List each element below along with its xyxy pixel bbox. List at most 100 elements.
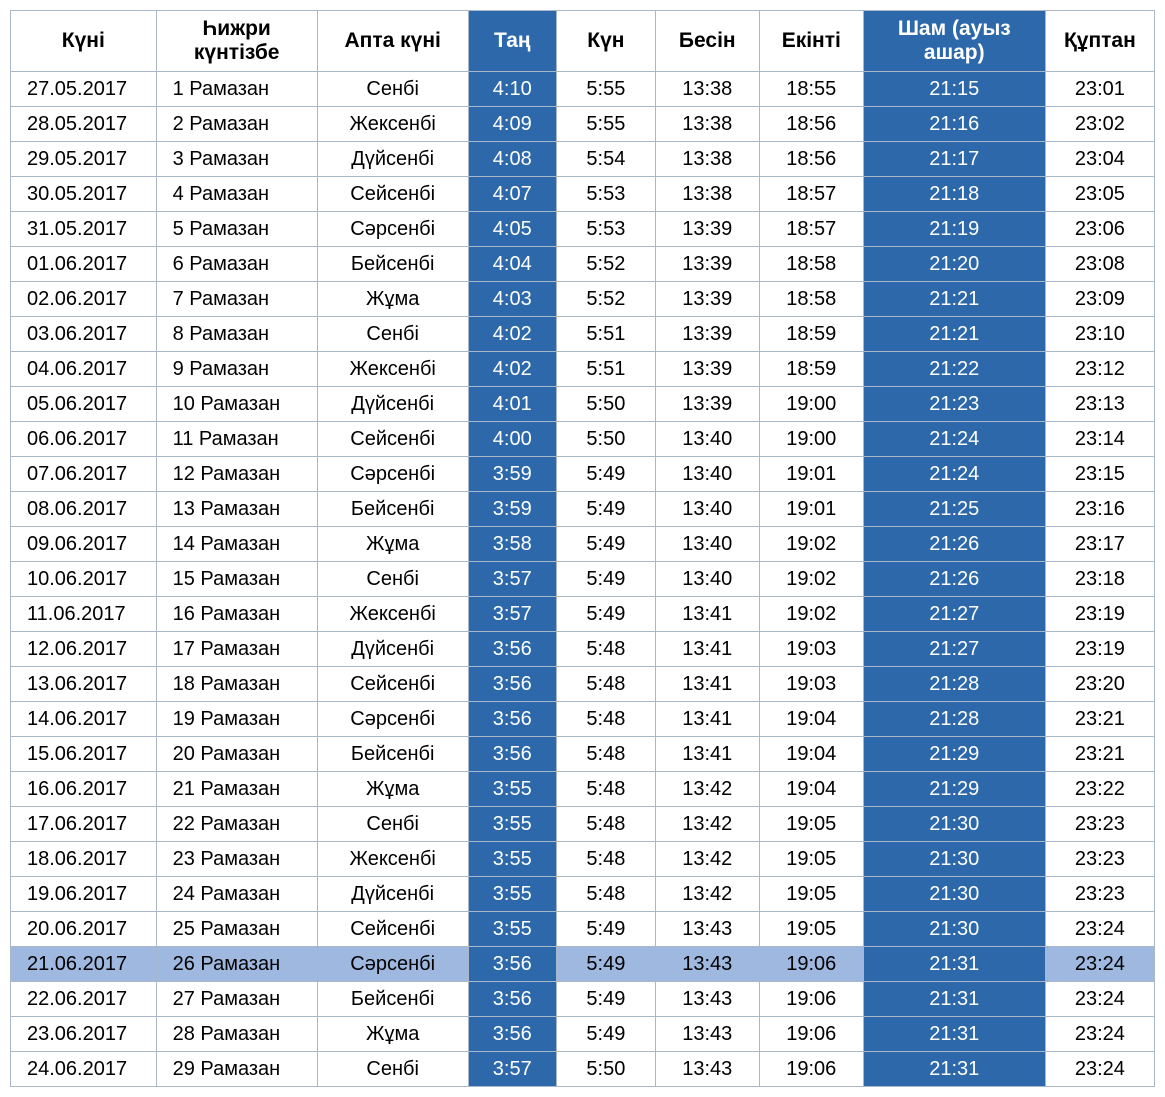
cell-ekinti: 19:06 xyxy=(759,1052,863,1087)
prayer-times-table: Күні Һижри күнтізбе Апта күні Таң Күн Бе… xyxy=(10,10,1155,1087)
cell-quptan: 23:02 xyxy=(1045,107,1154,142)
table-row: 11.06.201716 РамазанЖексенбі3:575:4913:4… xyxy=(11,597,1155,632)
cell-hijri: 20 Рамазан xyxy=(156,737,317,772)
cell-date: 04.06.2017 xyxy=(11,352,157,387)
cell-kun: 5:48 xyxy=(556,737,655,772)
cell-date: 19.06.2017 xyxy=(11,877,157,912)
cell-besin: 13:43 xyxy=(655,1017,759,1052)
cell-hijri: 9 Рамазан xyxy=(156,352,317,387)
cell-tan: 3:56 xyxy=(468,632,556,667)
table-row: 20.06.201725 РамазанСейсенбі3:555:4913:4… xyxy=(11,912,1155,947)
cell-hijri: 27 Рамазан xyxy=(156,982,317,1017)
cell-weekday: Дүйсенбі xyxy=(317,387,468,422)
cell-sham: 21:21 xyxy=(863,317,1045,352)
cell-weekday: Сенбі xyxy=(317,317,468,352)
cell-tan: 4:02 xyxy=(468,352,556,387)
table-row: 07.06.201712 РамазанСәрсенбі3:595:4913:4… xyxy=(11,457,1155,492)
table-row: 17.06.201722 РамазанСенбі3:555:4813:4219… xyxy=(11,807,1155,842)
cell-ekinti: 19:04 xyxy=(759,737,863,772)
cell-sham: 21:28 xyxy=(863,667,1045,702)
cell-quptan: 23:23 xyxy=(1045,807,1154,842)
cell-weekday: Жұма xyxy=(317,282,468,317)
table-row: 09.06.201714 РамазанЖұма3:585:4913:4019:… xyxy=(11,527,1155,562)
cell-date: 28.05.2017 xyxy=(11,107,157,142)
cell-hijri: 2 Рамазан xyxy=(156,107,317,142)
cell-ekinti: 19:05 xyxy=(759,912,863,947)
cell-weekday: Бейсенбі xyxy=(317,737,468,772)
cell-hijri: 16 Рамазан xyxy=(156,597,317,632)
cell-hijri: 19 Рамазан xyxy=(156,702,317,737)
cell-ekinti: 18:59 xyxy=(759,317,863,352)
cell-date: 03.06.2017 xyxy=(11,317,157,352)
cell-kun: 5:48 xyxy=(556,842,655,877)
table-row: 31.05.20175 РамазанСәрсенбі4:055:5313:39… xyxy=(11,212,1155,247)
cell-kun: 5:50 xyxy=(556,422,655,457)
cell-tan: 4:10 xyxy=(468,72,556,107)
cell-quptan: 23:19 xyxy=(1045,632,1154,667)
cell-quptan: 23:17 xyxy=(1045,527,1154,562)
cell-weekday: Сенбі xyxy=(317,562,468,597)
cell-weekday: Сәрсенбі xyxy=(317,947,468,982)
cell-date: 18.06.2017 xyxy=(11,842,157,877)
cell-quptan: 23:19 xyxy=(1045,597,1154,632)
cell-date: 05.06.2017 xyxy=(11,387,157,422)
cell-tan: 4:07 xyxy=(468,177,556,212)
cell-besin: 13:38 xyxy=(655,142,759,177)
table-body: 27.05.20171 РамазанСенбі4:105:5513:3818:… xyxy=(11,72,1155,1087)
cell-tan: 4:05 xyxy=(468,212,556,247)
table-row: 22.06.201727 РамазанБейсенбі3:565:4913:4… xyxy=(11,982,1155,1017)
cell-quptan: 23:12 xyxy=(1045,352,1154,387)
cell-weekday: Жексенбі xyxy=(317,842,468,877)
cell-besin: 13:43 xyxy=(655,1052,759,1087)
cell-tan: 3:56 xyxy=(468,667,556,702)
cell-sham: 21:21 xyxy=(863,282,1045,317)
cell-date: 27.05.2017 xyxy=(11,72,157,107)
cell-sham: 21:18 xyxy=(863,177,1045,212)
cell-besin: 13:42 xyxy=(655,807,759,842)
col-header-date: Күні xyxy=(11,11,157,72)
cell-besin: 13:39 xyxy=(655,387,759,422)
cell-tan: 3:55 xyxy=(468,877,556,912)
cell-ekinti: 19:04 xyxy=(759,772,863,807)
cell-hijri: 26 Рамазан xyxy=(156,947,317,982)
cell-sham: 21:31 xyxy=(863,1017,1045,1052)
cell-quptan: 23:09 xyxy=(1045,282,1154,317)
cell-sham: 21:27 xyxy=(863,632,1045,667)
cell-sham: 21:19 xyxy=(863,212,1045,247)
cell-kun: 5:49 xyxy=(556,457,655,492)
cell-ekinti: 18:57 xyxy=(759,212,863,247)
cell-ekinti: 18:58 xyxy=(759,247,863,282)
cell-sham: 21:31 xyxy=(863,1052,1045,1087)
cell-tan: 4:03 xyxy=(468,282,556,317)
cell-date: 02.06.2017 xyxy=(11,282,157,317)
cell-tan: 3:58 xyxy=(468,527,556,562)
cell-hijri: 29 Рамазан xyxy=(156,1052,317,1087)
cell-quptan: 23:24 xyxy=(1045,912,1154,947)
cell-ekinti: 19:02 xyxy=(759,562,863,597)
cell-quptan: 23:24 xyxy=(1045,1017,1154,1052)
cell-kun: 5:49 xyxy=(556,947,655,982)
cell-sham: 21:16 xyxy=(863,107,1045,142)
cell-sham: 21:30 xyxy=(863,912,1045,947)
cell-sham: 21:27 xyxy=(863,597,1045,632)
cell-weekday: Сенбі xyxy=(317,807,468,842)
cell-ekinti: 19:03 xyxy=(759,632,863,667)
cell-hijri: 24 Рамазан xyxy=(156,877,317,912)
cell-quptan: 23:04 xyxy=(1045,142,1154,177)
cell-ekinti: 19:01 xyxy=(759,457,863,492)
cell-tan: 3:57 xyxy=(468,597,556,632)
cell-hijri: 1 Рамазан xyxy=(156,72,317,107)
table-row: 28.05.20172 РамазанЖексенбі4:095:5513:38… xyxy=(11,107,1155,142)
cell-tan: 4:01 xyxy=(468,387,556,422)
table-row: 21.06.201726 РамазанСәрсенбі3:565:4913:4… xyxy=(11,947,1155,982)
cell-hijri: 22 Рамазан xyxy=(156,807,317,842)
cell-besin: 13:39 xyxy=(655,317,759,352)
cell-sham: 21:28 xyxy=(863,702,1045,737)
cell-date: 12.06.2017 xyxy=(11,632,157,667)
cell-date: 15.06.2017 xyxy=(11,737,157,772)
cell-besin: 13:42 xyxy=(655,772,759,807)
cell-weekday: Сәрсенбі xyxy=(317,212,468,247)
cell-besin: 13:43 xyxy=(655,982,759,1017)
cell-sham: 21:26 xyxy=(863,527,1045,562)
cell-kun: 5:52 xyxy=(556,282,655,317)
